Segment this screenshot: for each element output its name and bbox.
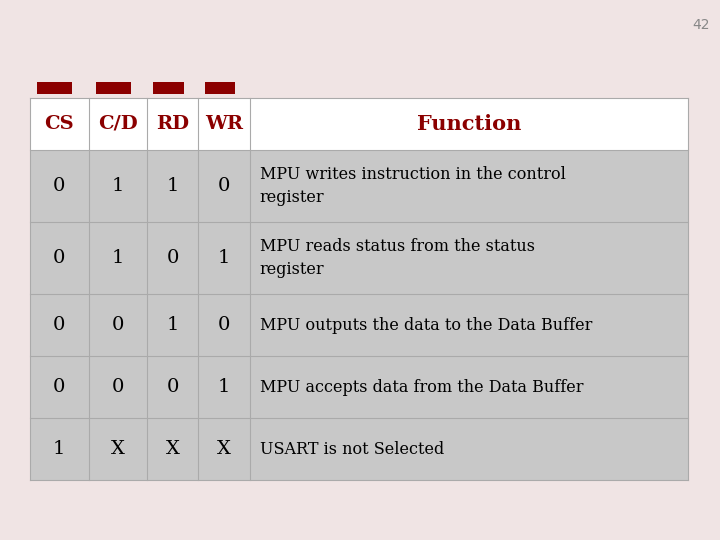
Text: X: X [111,440,125,458]
Text: 1: 1 [112,177,124,195]
Text: X: X [166,440,180,458]
Text: 1: 1 [218,249,230,267]
Bar [37,82,72,94]
Text: USART is not Selected: USART is not Selected [260,441,444,457]
Text: 0: 0 [166,249,179,267]
Bar [30,150,688,222]
Text: CS: CS [45,115,74,133]
Text: RD: RD [156,115,189,133]
Text: MPU accepts data from the Data Buffer: MPU accepts data from the Data Buffer [260,379,583,395]
Bar [153,82,184,94]
Text: 0: 0 [53,249,66,267]
Bar [30,294,688,356]
Text: 42: 42 [693,18,710,32]
Text: MPU reads status from the status
register: MPU reads status from the status registe… [260,238,535,278]
Text: 0: 0 [166,378,179,396]
Text: C/D: C/D [98,115,138,133]
Text: 0: 0 [218,316,230,334]
Text: X: X [217,440,231,458]
Text: 1: 1 [166,316,179,334]
Bar [30,98,688,150]
Text: 0: 0 [53,316,66,334]
Text: Function: Function [417,114,521,134]
Text: 0: 0 [218,177,230,195]
Text: MPU writes instruction in the control
register: MPU writes instruction in the control re… [260,166,566,206]
Bar [30,222,688,294]
Text: MPU outputs the data to the Data Buffer: MPU outputs the data to the Data Buffer [260,316,592,334]
Text: 0: 0 [112,316,124,334]
Text: WR: WR [205,115,243,133]
Bar [204,82,235,94]
Bar [30,356,688,418]
Text: 0: 0 [53,177,66,195]
Text: 0: 0 [112,378,124,396]
Text: 1: 1 [166,177,179,195]
Text: 1: 1 [218,378,230,396]
Bar [96,82,131,94]
Text: 1: 1 [112,249,124,267]
Bar [30,418,688,480]
Text: 0: 0 [53,378,66,396]
Text: 1: 1 [53,440,66,458]
